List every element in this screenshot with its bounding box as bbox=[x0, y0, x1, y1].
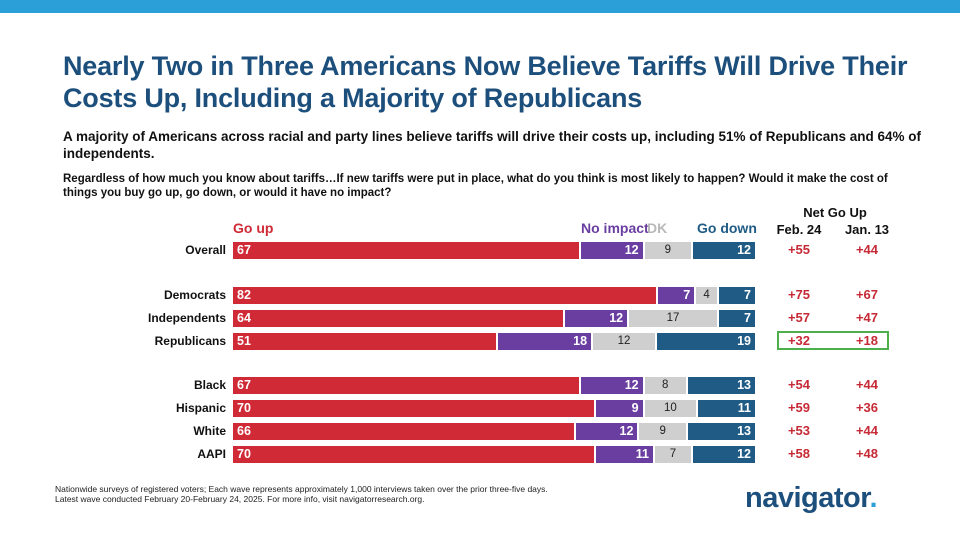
bar-aapi-go-down: 12 bbox=[693, 446, 755, 463]
bar-white-no-impact: 12 bbox=[575, 423, 638, 440]
bar-independents-go-down: 7 bbox=[718, 310, 755, 327]
net-go-up-hispanic-jan13: +36 bbox=[855, 400, 879, 415]
row-label-hispanic: Hispanic bbox=[175, 401, 226, 415]
bar-white-go-down: 13 bbox=[687, 423, 755, 440]
footnote-line-2: Latest wave conducted February 20-Februa… bbox=[55, 494, 425, 504]
bar-overall-go-down: 12 bbox=[693, 242, 755, 259]
net-go-up-hispanic-feb24: +59 bbox=[787, 400, 811, 415]
bar-white-dk: 9 bbox=[639, 423, 686, 440]
net-go-up-aapi-feb24: +58 bbox=[787, 446, 811, 461]
bar-black-no-impact: 12 bbox=[580, 377, 643, 394]
row-label-white: White bbox=[193, 424, 226, 438]
navigator-logo: navigator. bbox=[745, 482, 877, 515]
bar-aapi-go-up: 70 bbox=[233, 446, 595, 463]
bar-democrats-dk: 4 bbox=[696, 287, 717, 304]
bar-democrats-no-impact: 7 bbox=[658, 287, 695, 304]
net-go-up-democrats-feb24: +75 bbox=[787, 287, 811, 302]
bar-overall-no-impact: 12 bbox=[580, 242, 643, 259]
net-go-up-independents-feb24: +57 bbox=[787, 310, 811, 325]
net-go-up-republicans-feb24: +32 bbox=[787, 333, 811, 348]
row-label-black: Black bbox=[193, 378, 226, 392]
bar-republicans-no-impact: 18 bbox=[498, 333, 592, 350]
bar-democrats-go-up: 82 bbox=[233, 287, 657, 304]
legend-dk: DK bbox=[647, 220, 668, 236]
row-label-aapi: AAPI bbox=[197, 447, 226, 461]
wave-header-feb24: Feb. 24 bbox=[776, 222, 822, 237]
bar-aapi-no-impact: 11 bbox=[596, 446, 653, 463]
wave-header-jan13: Jan. 13 bbox=[844, 222, 890, 237]
net-go-up-democrats-jan13: +67 bbox=[855, 287, 879, 302]
bar-hispanic-go-down: 11 bbox=[698, 400, 755, 417]
logo-dot: . bbox=[869, 482, 877, 514]
page-subtitle: A majority of Americans across racial an… bbox=[63, 129, 922, 161]
net-go-up-republicans-jan13: +18 bbox=[855, 333, 879, 348]
net-go-up-black-feb24: +54 bbox=[787, 377, 811, 392]
bar-independents-no-impact: 12 bbox=[565, 310, 628, 327]
top-accent-bar bbox=[0, 0, 960, 13]
row-label-overall: Overall bbox=[185, 243, 226, 257]
net-go-up-aapi-jan13: +48 bbox=[855, 446, 879, 461]
bar-republicans-go-down: 19 bbox=[656, 333, 755, 350]
footnote: Nationwide surveys of registered voters;… bbox=[55, 484, 695, 504]
republicans-highlight-box bbox=[777, 331, 889, 350]
net-go-up-header: Net Go Up bbox=[803, 205, 867, 220]
legend-no-impact: No impact bbox=[581, 220, 649, 236]
net-go-up-overall-jan13: +44 bbox=[855, 242, 879, 257]
bar-republicans-go-up: 51 bbox=[233, 333, 497, 350]
bar-hispanic-go-up: 70 bbox=[233, 400, 595, 417]
bar-white-go-up: 66 bbox=[233, 423, 574, 440]
net-go-up-independents-jan13: +47 bbox=[855, 310, 879, 325]
bar-black-go-up: 67 bbox=[233, 377, 579, 394]
net-go-up-white-jan13: +44 bbox=[855, 423, 879, 438]
row-label-democrats: Democrats bbox=[163, 288, 226, 302]
row-label-republicans: Republicans bbox=[154, 334, 226, 348]
net-go-up-overall-feb24: +55 bbox=[787, 242, 811, 257]
bar-independents-go-up: 64 bbox=[233, 310, 564, 327]
bar-aapi-dk: 7 bbox=[654, 446, 692, 463]
bar-overall-go-up: 67 bbox=[233, 242, 579, 259]
survey-question: Regardless of how much you know about ta… bbox=[63, 173, 888, 199]
legend-go-down: Go down bbox=[697, 220, 757, 236]
page-title: Nearly Two in Three Americans Now Believ… bbox=[63, 51, 908, 113]
row-label-independents: Independents bbox=[147, 311, 226, 325]
bar-republicans-dk: 12 bbox=[593, 333, 655, 350]
footnote-line-1: Nationwide surveys of registered voters;… bbox=[55, 484, 548, 494]
logo-text: navigator bbox=[745, 482, 870, 514]
bar-democrats-go-down: 7 bbox=[718, 287, 755, 304]
bar-black-dk: 8 bbox=[644, 377, 686, 394]
bar-independents-dk: 17 bbox=[629, 310, 717, 327]
legend-go-up: Go up bbox=[233, 220, 274, 236]
bar-hispanic-dk: 10 bbox=[644, 400, 697, 417]
net-go-up-white-feb24: +53 bbox=[787, 423, 811, 438]
bar-black-go-down: 13 bbox=[687, 377, 755, 394]
bar-overall-dk: 9 bbox=[644, 242, 692, 259]
bar-hispanic-no-impact: 9 bbox=[596, 400, 643, 417]
net-go-up-black-jan13: +44 bbox=[855, 377, 879, 392]
